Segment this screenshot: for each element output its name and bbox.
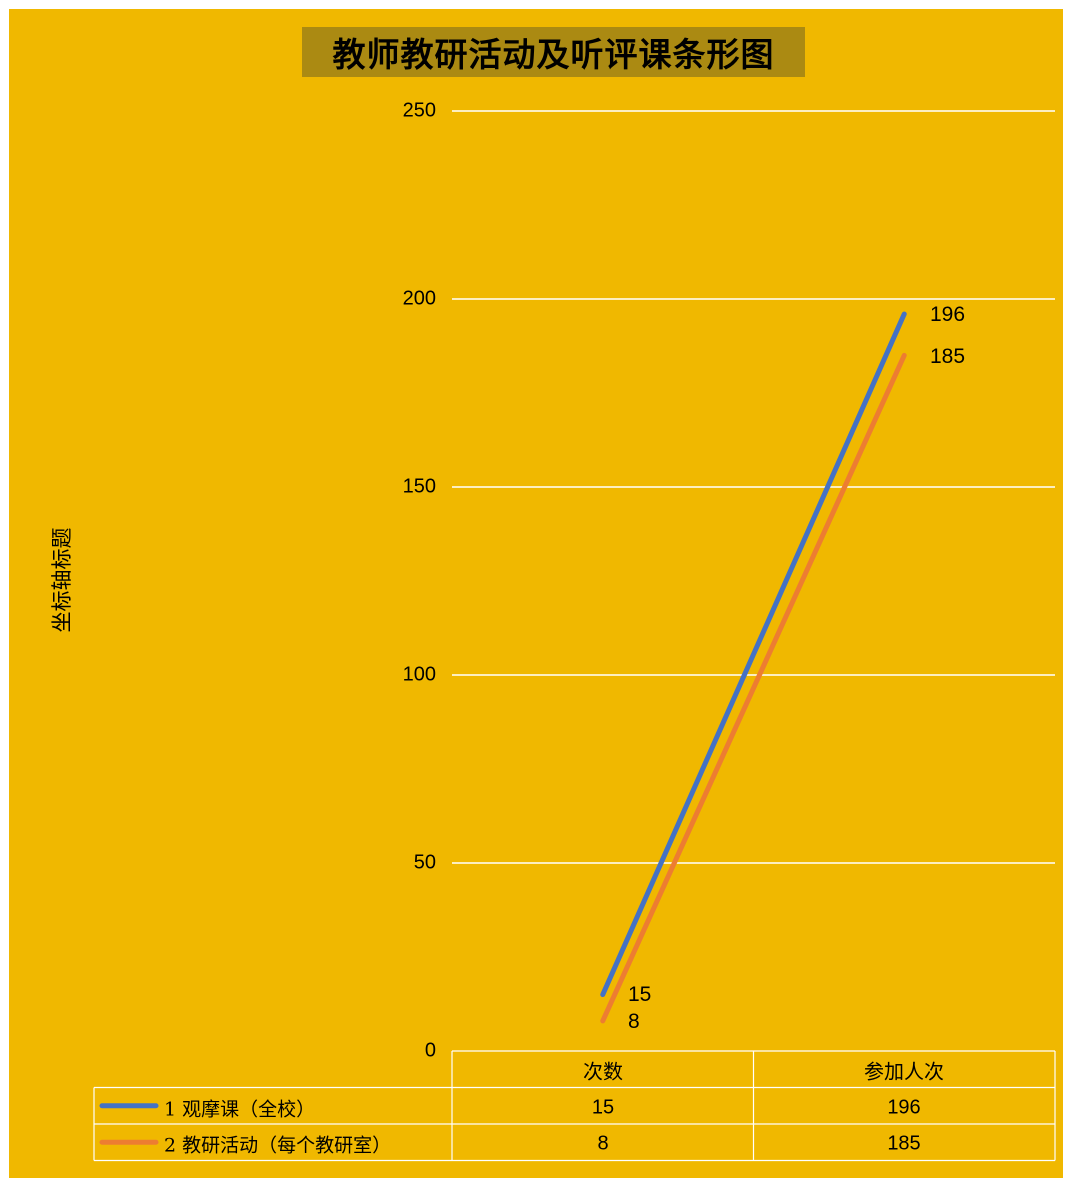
y-tick-label: 100 (376, 664, 436, 687)
data-label-series2-point2: 185 (930, 345, 965, 369)
table-cell: 8 (597, 1133, 608, 1156)
chart-title: 教师教研活动及听评课条形图 (333, 28, 775, 76)
table-header-cell: 参加人次 (864, 1056, 944, 1085)
table-header-cell: 次数 (583, 1056, 623, 1085)
y-tick-label: 200 (376, 288, 436, 311)
y-tick-label: 250 (376, 100, 436, 123)
table-cell: 196 (887, 1097, 920, 1120)
y-tick-label: 0 (376, 1040, 436, 1063)
chart-background (9, 9, 1063, 1178)
y-axis-title: 坐标轴标题 (46, 528, 76, 633)
y-tick-label: 150 (376, 476, 436, 499)
data-label-series1-point2: 196 (930, 303, 965, 327)
y-tick-label: 50 (376, 852, 436, 875)
legend-label-series1: 1 观摩课（全校） (164, 1095, 315, 1122)
data-label-series2-point1: 8 (628, 1010, 640, 1034)
table-cell: 15 (592, 1097, 614, 1120)
chart-title-box: 教师教研活动及听评课条形图 (302, 27, 805, 77)
table-cell: 185 (887, 1133, 920, 1156)
legend-label-series2: 2 教研活动（每个教研室） (164, 1131, 391, 1158)
data-label-series1-point1: 15 (628, 983, 651, 1007)
